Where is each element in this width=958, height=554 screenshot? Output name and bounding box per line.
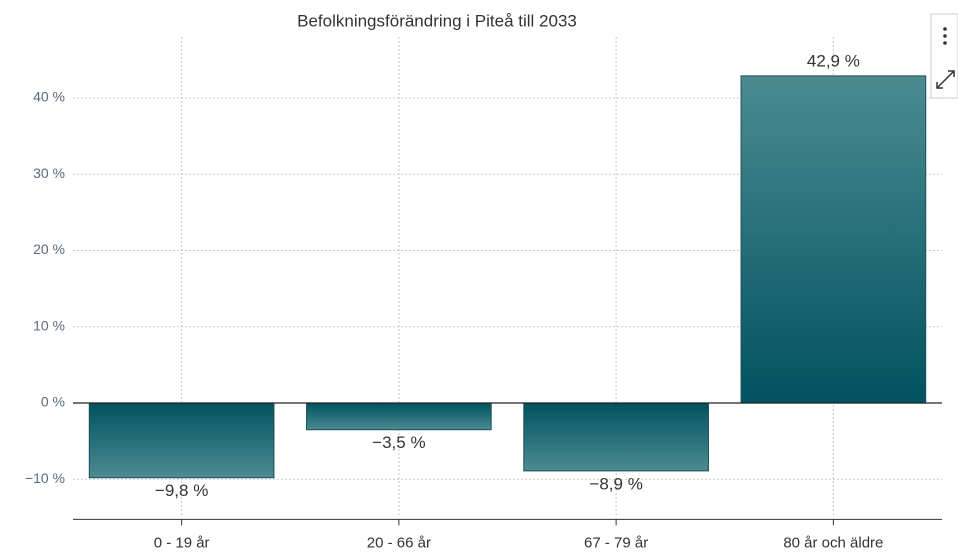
y-tick-label: −10 % xyxy=(25,470,65,486)
bar xyxy=(306,402,492,431)
y-tick-label: 40 % xyxy=(33,89,65,105)
x-tick-label: 0 - 19 år xyxy=(154,534,210,551)
x-tick-label: 67 - 79 år xyxy=(584,534,648,551)
value-label: −9,8 % xyxy=(155,481,208,500)
y-tick-label: 20 % xyxy=(33,241,65,257)
chart-title: Befolkningsförändring i Piteå till 2033 xyxy=(297,11,577,30)
bar xyxy=(523,402,709,472)
y-tick-label: 10 % xyxy=(33,317,65,333)
value-label: −8,9 % xyxy=(589,474,642,493)
y-tick-label: 0 % xyxy=(41,394,65,410)
y-tick-label: 30 % xyxy=(33,165,65,181)
x-tick-label: 20 - 66 år xyxy=(367,534,431,551)
value-label: 42,9 % xyxy=(807,51,860,70)
bar xyxy=(740,75,927,404)
bar xyxy=(88,402,275,479)
menu-button[interactable] xyxy=(930,13,958,99)
expand-icon[interactable] xyxy=(936,70,955,89)
value-label: −3,5 % xyxy=(372,433,425,452)
x-tick-label: 80 år och äldre xyxy=(783,534,883,551)
